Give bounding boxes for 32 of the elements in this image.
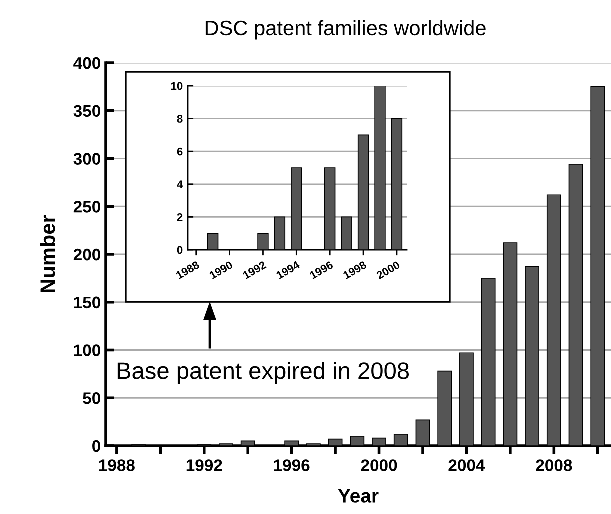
x-tick-label: 1988 <box>99 460 135 472</box>
y-tick-label: 400 <box>74 57 100 70</box>
x-tick-label: 1994 <box>276 260 301 280</box>
y-tick-label: 250 <box>74 201 100 213</box>
x-tick-label: 1996 <box>309 260 334 280</box>
y-tick-label: 0 <box>177 246 183 254</box>
x-tick-label: 2000 <box>376 260 401 280</box>
x-tick-label: 1996 <box>274 460 310 472</box>
x-tick-label: 2008 <box>536 460 572 472</box>
y-tick-label: 200 <box>74 248 100 261</box>
y-tick-label: 100 <box>74 344 100 356</box>
x-tick-label: 2000 <box>361 460 398 472</box>
x-tick-label: 1992 <box>186 460 222 472</box>
x-tick-label: 2004 <box>448 460 486 472</box>
chart-title: DSC patent families worldwide <box>206 20 486 40</box>
annotation: Base patent expired in 2008 <box>118 362 410 384</box>
x-tick-label: 1998 <box>342 260 368 280</box>
x-axis-title: Year <box>338 489 379 503</box>
y-tick-label: 6 <box>177 148 183 156</box>
y-tick-label: 350 <box>74 105 100 118</box>
y-tick-label: 150 <box>74 296 100 309</box>
y-tick-label: 50 <box>83 392 100 404</box>
x-tick-label: 1992 <box>242 260 267 280</box>
y-tick-label: 4 <box>177 180 184 188</box>
y-tick-label: 10 <box>171 82 183 90</box>
y-tick-label: 8 <box>177 115 183 123</box>
y-tick-label: 0 <box>92 440 100 452</box>
x-tick-label: 1990 <box>209 260 234 280</box>
x-tick-label: 1988 <box>176 260 200 280</box>
y-tick-label: 2 <box>177 213 183 222</box>
y-tick-label: 300 <box>74 153 100 165</box>
y-axis-title: Number <box>40 215 56 292</box>
